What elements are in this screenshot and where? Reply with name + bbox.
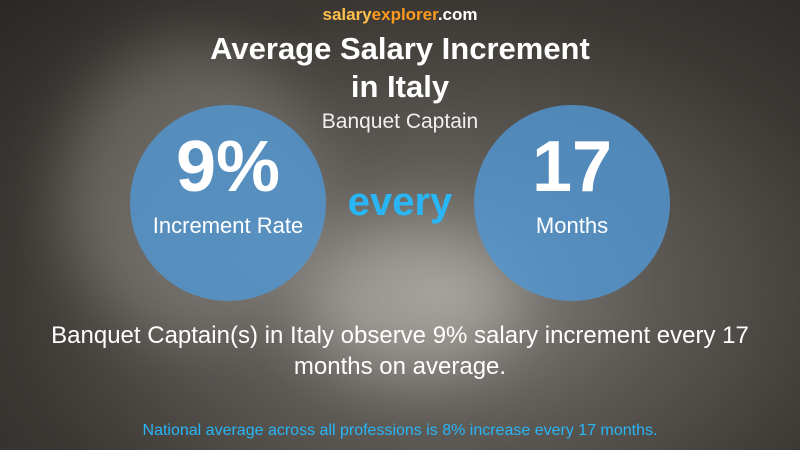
brand: salaryexplorer.com [0,5,800,25]
background-blur [300,230,520,370]
title-line: Average Salary Increment [210,31,590,66]
subtitle: Banquet Captain [321,110,479,133]
brand-part: salary [322,5,372,24]
brand-part: .com [437,5,478,24]
rate-label: Increment Rate [152,213,304,238]
rate-value: 9% [175,127,281,207]
period-label: Months [535,213,609,238]
connector: every [347,180,453,224]
period-circle: 17 Months [474,105,670,301]
footnote: National average across all professions … [142,422,658,439]
description: Banquet Captain(s) in Italy observe 9% s… [51,322,749,380]
rate-circle: 9% Increment Rate [130,105,326,301]
brand-part: explorer [371,5,438,24]
title-line: in Italy [350,69,450,104]
period-value: 17 [531,127,613,207]
